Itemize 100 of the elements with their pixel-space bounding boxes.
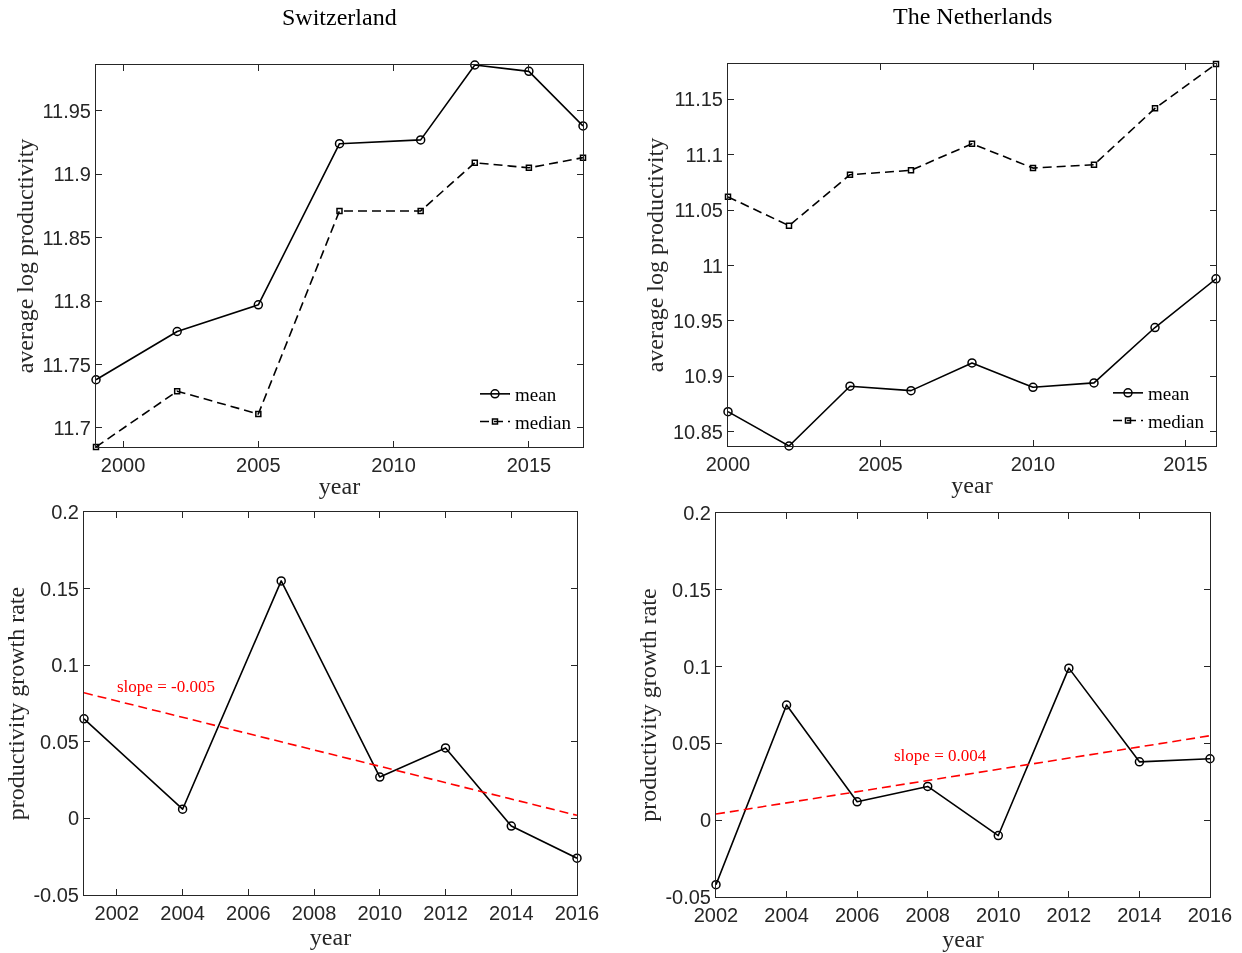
point (173, 387, 181, 395)
y-tick-label: 0.15 (40, 577, 79, 600)
point (525, 164, 533, 172)
y-tick-label: 0.2 (51, 501, 79, 523)
point (334, 138, 345, 149)
x-tick-label: 2015 (1163, 453, 1208, 475)
y-axis-title: average log productivity (11, 138, 38, 374)
point (922, 781, 933, 792)
point (79, 714, 89, 724)
point (1029, 164, 1037, 172)
point (906, 385, 916, 396)
x-tick-label: 2015 (506, 454, 552, 476)
y-tick-label: -0.05 (33, 884, 79, 906)
point (784, 441, 794, 451)
point (1134, 757, 1145, 767)
annotation: slope = 0.004 (894, 746, 987, 765)
x-axis-title: year (942, 926, 984, 952)
point (524, 66, 534, 77)
y-tick-label: 0 (699, 809, 711, 832)
y-tick-label: 11.15 (674, 88, 723, 111)
point (375, 772, 385, 782)
x-tick-label: 2010 (371, 454, 416, 476)
chart-title: Switzerland (282, 4, 397, 30)
x-tick-label: 2006 (226, 902, 271, 924)
y-tick-label: 11.85 (42, 226, 91, 249)
x-tick-label: 2008 (291, 902, 337, 924)
point (470, 60, 480, 70)
legend-label: mean (1148, 383, 1190, 405)
point (440, 743, 451, 753)
point (1089, 378, 1099, 388)
legend-label: median (1148, 410, 1205, 432)
x-tick-label: 2002 (94, 902, 140, 924)
x-tick-label: 2005 (858, 453, 903, 475)
point (967, 358, 977, 368)
x-tick-label: 2005 (236, 454, 281, 476)
y-axis-title: average log productivity (642, 137, 669, 373)
point (276, 576, 286, 586)
y-tick-label: 10.95 (672, 309, 723, 332)
y-axis-title: productivity growth rate (2, 586, 29, 821)
point (1205, 754, 1215, 764)
point (1211, 274, 1221, 284)
point (1150, 322, 1160, 333)
y-tick-label: 11.05 (674, 199, 723, 222)
y-tick-label: 11.1 (685, 143, 723, 166)
x-axis-title: year (309, 924, 352, 950)
point (579, 154, 587, 161)
point (417, 207, 424, 215)
point (1028, 382, 1038, 393)
point (724, 193, 732, 201)
y-tick-label: 11.7 (53, 416, 91, 439)
y-tick-label: 11.9 (53, 163, 91, 186)
x-tick-label: 2010 (1010, 453, 1056, 475)
y-tick-label: 11 (702, 254, 723, 277)
point (993, 830, 1004, 841)
point (336, 207, 343, 215)
x-tick-label: 2004 (764, 904, 809, 926)
point (471, 159, 479, 166)
legend-label: mean (515, 384, 557, 406)
x-tick-label: 2000 (100, 454, 146, 476)
point (1212, 60, 1220, 68)
y-tick-label: 0.05 (672, 732, 711, 755)
x-tick-label: 2008 (905, 904, 950, 926)
point (711, 879, 721, 890)
point (172, 326, 182, 337)
point (852, 797, 862, 807)
y-tick-label: 11.8 (53, 290, 91, 313)
x-tick-label: 2004 (160, 902, 205, 924)
point (1064, 663, 1074, 673)
point (781, 700, 792, 710)
x-tick-label: 2016 (1187, 904, 1233, 926)
y-axis-title: productivity growth rate (634, 588, 661, 822)
y-tick-label: 0.1 (51, 654, 79, 677)
y-tick-label: 0.05 (40, 730, 79, 753)
point (1151, 105, 1159, 112)
y-tick-label: 0 (67, 807, 79, 830)
y-tick-label: 11.75 (42, 353, 91, 376)
x-tick-label: 2012 (423, 902, 468, 924)
x-tick-label: 2006 (834, 904, 880, 926)
x-axis-title: year (951, 472, 993, 499)
y-tick-label: 11.95 (42, 99, 91, 122)
annotation: slope = -0.005 (117, 677, 215, 696)
point (846, 171, 854, 178)
point (785, 222, 793, 229)
point (723, 406, 733, 417)
x-tick-label: 2010 (357, 902, 403, 924)
point (177, 804, 188, 814)
point (92, 443, 100, 451)
y-tick-label: 0.2 (683, 502, 711, 524)
x-tick-label: 2012 (1046, 904, 1092, 926)
point (91, 374, 101, 385)
chart-title: The Netherlands (893, 3, 1053, 29)
y-tick-label: 10.9 (684, 365, 723, 388)
y-tick-label: 0.1 (683, 655, 711, 678)
point (578, 121, 588, 131)
point (506, 821, 517, 831)
x-tick-label: 2016 (554, 902, 600, 924)
point (415, 135, 426, 145)
point (907, 167, 915, 174)
x-tick-label: 2014 (489, 902, 534, 924)
point (1090, 161, 1098, 169)
